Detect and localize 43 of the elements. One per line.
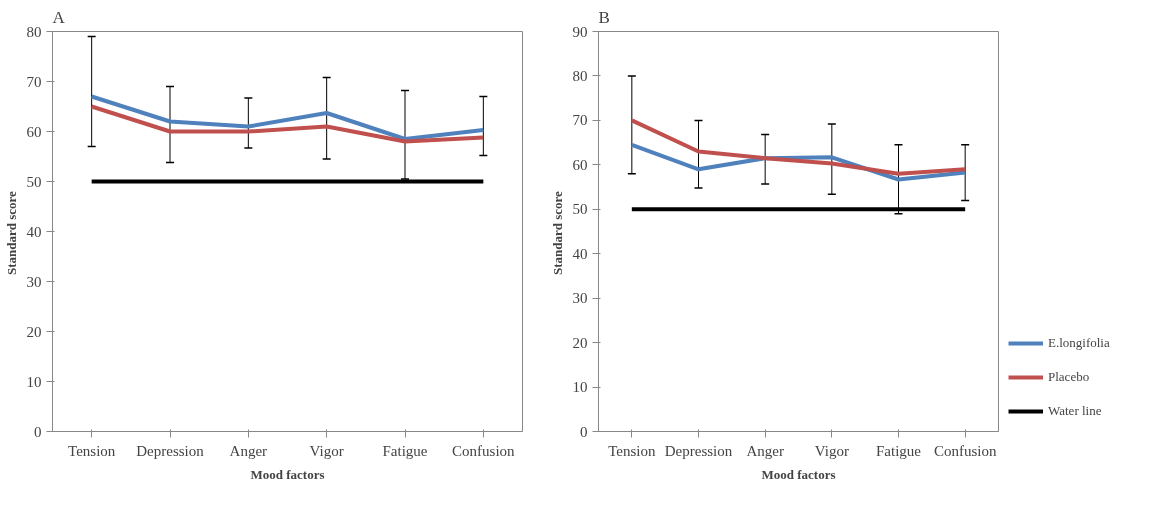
y-tick-label: 40: [572, 245, 588, 262]
x-tick-label: Depression: [136, 442, 205, 459]
legend-label: E.longifolia: [1048, 335, 1110, 351]
y-axis-title: Standard score: [549, 190, 565, 276]
y-tick-label: 70: [572, 112, 588, 129]
y-tick-label: 40: [26, 223, 42, 240]
y-tick-label: 70: [26, 73, 42, 90]
x-tick-label: Tension: [68, 442, 116, 459]
x-tick-label: Tension: [608, 442, 656, 459]
y-tick-label: 80: [26, 23, 42, 40]
legend-label: Placebo: [1048, 369, 1090, 385]
x-tick-label: Vigor: [309, 442, 344, 459]
chart-title: B: [598, 7, 610, 27]
legend-label: Water line: [1048, 403, 1102, 419]
x-axis-title: Mood factors: [250, 466, 325, 482]
y-tick-label: 60: [26, 123, 42, 140]
x-tick-label: Fatigue: [382, 442, 428, 459]
line-series: [89, 94, 486, 141]
y-tick-label: 20: [26, 323, 42, 340]
y-tick-label: 10: [26, 373, 42, 390]
x-tick-label: Fatigue: [876, 442, 922, 459]
y-tick-label: 0: [580, 423, 588, 440]
y-tick-label: 50: [26, 173, 42, 190]
y-tick-label: 80: [572, 67, 588, 84]
y-tick-label: 50: [572, 201, 588, 218]
x-tick-label: Depression: [664, 442, 733, 459]
y-tick-label: 30: [26, 273, 42, 290]
x-tick-label: Vigor: [814, 442, 849, 459]
x-tick-label: Confusion: [452, 442, 516, 459]
line-series: [629, 118, 968, 176]
y-axis-title: Standard score: [3, 190, 19, 276]
x-tick-label: Confusion: [933, 442, 997, 459]
y-tick-label: 0: [34, 423, 42, 440]
x-tick-label: Anger: [746, 442, 784, 459]
chart-title: A: [52, 7, 66, 27]
x-tick-label: Anger: [229, 442, 268, 459]
y-tick-label: 90: [572, 23, 588, 40]
line-series: [89, 104, 486, 144]
x-axis-title: Mood factors: [761, 466, 836, 482]
y-tick-label: 20: [572, 334, 588, 351]
y-tick-label: 10: [572, 379, 588, 396]
y-tick-label: 30: [572, 290, 588, 307]
y-tick-label: 60: [572, 156, 588, 173]
